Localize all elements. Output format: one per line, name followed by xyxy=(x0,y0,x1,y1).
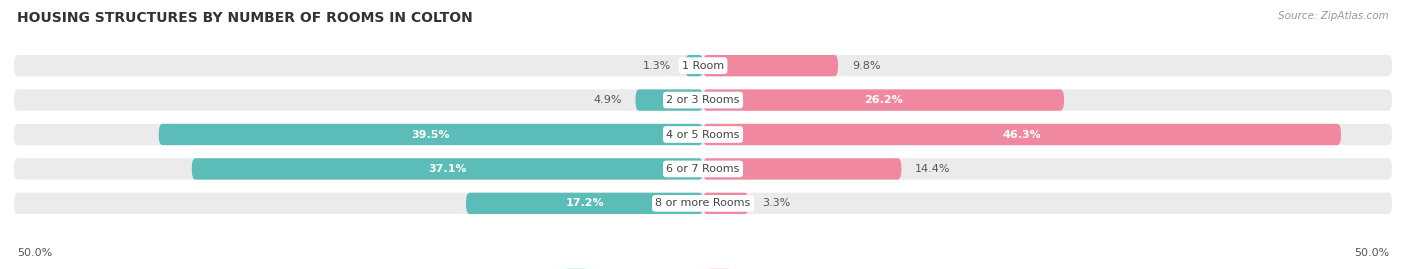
FancyBboxPatch shape xyxy=(14,89,1392,111)
FancyBboxPatch shape xyxy=(465,193,703,214)
FancyBboxPatch shape xyxy=(703,124,1341,145)
Text: 26.2%: 26.2% xyxy=(865,95,903,105)
FancyBboxPatch shape xyxy=(703,89,1064,111)
FancyBboxPatch shape xyxy=(159,124,703,145)
Text: 6 or 7 Rooms: 6 or 7 Rooms xyxy=(666,164,740,174)
Text: 39.5%: 39.5% xyxy=(412,129,450,140)
Text: 50.0%: 50.0% xyxy=(1354,248,1389,258)
FancyBboxPatch shape xyxy=(636,89,703,111)
FancyBboxPatch shape xyxy=(14,124,1392,145)
Text: 46.3%: 46.3% xyxy=(1002,129,1042,140)
FancyBboxPatch shape xyxy=(703,55,838,76)
Text: Source: ZipAtlas.com: Source: ZipAtlas.com xyxy=(1278,11,1389,21)
Text: 17.2%: 17.2% xyxy=(565,198,603,208)
Text: 4.9%: 4.9% xyxy=(593,95,621,105)
Text: 1 Room: 1 Room xyxy=(682,61,724,71)
Text: 14.4%: 14.4% xyxy=(915,164,950,174)
Text: 3.3%: 3.3% xyxy=(762,198,790,208)
Legend: Owner-occupied, Renter-occupied: Owner-occupied, Renter-occupied xyxy=(561,264,845,269)
Text: 9.8%: 9.8% xyxy=(852,61,880,71)
Text: 4 or 5 Rooms: 4 or 5 Rooms xyxy=(666,129,740,140)
FancyBboxPatch shape xyxy=(14,193,1392,214)
Text: 50.0%: 50.0% xyxy=(17,248,52,258)
FancyBboxPatch shape xyxy=(14,158,1392,180)
Text: 1.3%: 1.3% xyxy=(643,61,671,71)
FancyBboxPatch shape xyxy=(14,55,1392,76)
FancyBboxPatch shape xyxy=(703,158,901,180)
Text: HOUSING STRUCTURES BY NUMBER OF ROOMS IN COLTON: HOUSING STRUCTURES BY NUMBER OF ROOMS IN… xyxy=(17,11,472,25)
FancyBboxPatch shape xyxy=(191,158,703,180)
Text: 37.1%: 37.1% xyxy=(429,164,467,174)
FancyBboxPatch shape xyxy=(685,55,703,76)
Text: 2 or 3 Rooms: 2 or 3 Rooms xyxy=(666,95,740,105)
Text: 8 or more Rooms: 8 or more Rooms xyxy=(655,198,751,208)
FancyBboxPatch shape xyxy=(703,193,748,214)
